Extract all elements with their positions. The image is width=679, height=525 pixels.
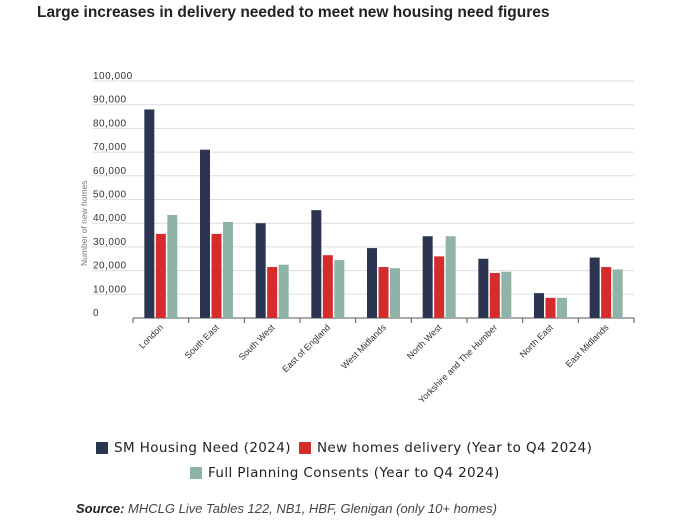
- bar-new-homes-delivery: [489, 272, 500, 318]
- bar-sm-housing-need: [255, 223, 266, 318]
- bar-new-homes-delivery: [267, 267, 278, 318]
- bar-new-homes-delivery: [434, 256, 445, 318]
- x-tick-label: London: [137, 322, 165, 350]
- y-tick-label: 90,000: [93, 95, 127, 106]
- bar-sm-housing-need: [478, 258, 489, 318]
- x-tick-label: South West: [237, 322, 277, 362]
- bar-sm-housing-need: [367, 248, 377, 318]
- y-tick-label: 100,000: [93, 71, 133, 82]
- x-tick-label: South East: [183, 322, 222, 361]
- bar-chart: 0 10,000 20,000 30,000 40,000 50,000 60,000 70,…: [79, 71, 635, 405]
- bar-full-planning-consents: [501, 271, 512, 318]
- source-label: Source:: [76, 501, 125, 516]
- bar-sm-housing-need: [200, 149, 210, 318]
- legend-item-full-planning-consents: Full Planning Consents (Year to Q4 2024): [190, 465, 500, 481]
- bar-new-homes-delivery: [322, 255, 333, 318]
- legend-item-new-homes-delivery: New homes delivery (Year to Q4 2024): [298, 440, 593, 456]
- bar-new-homes-delivery: [601, 267, 612, 318]
- bar-full-planning-consents: [223, 222, 233, 318]
- source-note: Source: MHCLG Live Tables 122, NB1, HBF,…: [76, 501, 497, 516]
- bar-full-planning-consents: [445, 236, 456, 318]
- y-tick-label: 20,000: [93, 261, 127, 272]
- bar-new-homes-delivery: [211, 233, 222, 318]
- bar-full-planning-consents: [612, 269, 623, 318]
- bar-full-planning-consents: [390, 268, 400, 318]
- x-tick-label: East Midlands: [564, 322, 611, 369]
- x-tick-label: North West: [405, 322, 444, 361]
- bar-sm-housing-need: [311, 210, 322, 318]
- x-tick-label: East of England: [280, 322, 332, 374]
- bar-new-homes-delivery: [378, 267, 389, 318]
- legend-label-full-planning-consents: Full Planning Consents (Year to Q4 2024): [208, 465, 500, 481]
- legend-label-new-homes-delivery: New homes delivery (Year to Q4 2024): [316, 440, 593, 456]
- bar-sm-housing-need: [422, 236, 433, 318]
- y-tick-label: 0: [93, 308, 99, 319]
- legend-label-sm-housing-need: SM Housing Need (2024): [114, 440, 291, 456]
- y-tick-label: 10,000: [93, 284, 127, 295]
- legend-swatch-full-planning-consents: [190, 467, 202, 479]
- legend-swatch-new-homes-delivery: [298, 442, 311, 454]
- y-tick-label: 60,000: [93, 166, 127, 177]
- legend-row-2: Full Planning Consents (Year to Q4 2024): [190, 465, 508, 481]
- bar-new-homes-delivery: [155, 233, 166, 318]
- legend-item-sm-housing-need: SM Housing Need (2024): [96, 440, 291, 456]
- x-tick-label: West Midlands: [339, 322, 388, 371]
- legend-swatch-sm-housing-need: [96, 442, 108, 454]
- source-text: MHCLG Live Tables 122, NB1, HBF, Gleniga…: [128, 501, 497, 516]
- bar-sm-housing-need: [589, 257, 600, 318]
- x-tick-label: North East: [518, 322, 555, 359]
- bar-full-planning-consents: [278, 264, 289, 318]
- y-axis-title: Number of new homes: [79, 180, 89, 266]
- bar-sm-housing-need: [534, 293, 544, 318]
- y-tick-label: 80,000: [93, 118, 127, 129]
- bar-full-planning-consents: [334, 259, 345, 318]
- bar-sm-housing-need: [144, 109, 155, 318]
- y-tick-label: 70,000: [93, 142, 127, 153]
- chart-title: Large increases in delivery needed to me…: [37, 4, 550, 21]
- y-tick-label: 40,000: [93, 213, 127, 224]
- bar-full-planning-consents: [557, 297, 567, 318]
- bar-new-homes-delivery: [545, 297, 556, 318]
- y-tick-label: 30,000: [93, 237, 127, 248]
- bar-full-planning-consents: [167, 214, 178, 318]
- y-tick-label: 50,000: [93, 190, 127, 201]
- legend-row-1: SM Housing Need (2024) New homes deliver…: [96, 440, 600, 456]
